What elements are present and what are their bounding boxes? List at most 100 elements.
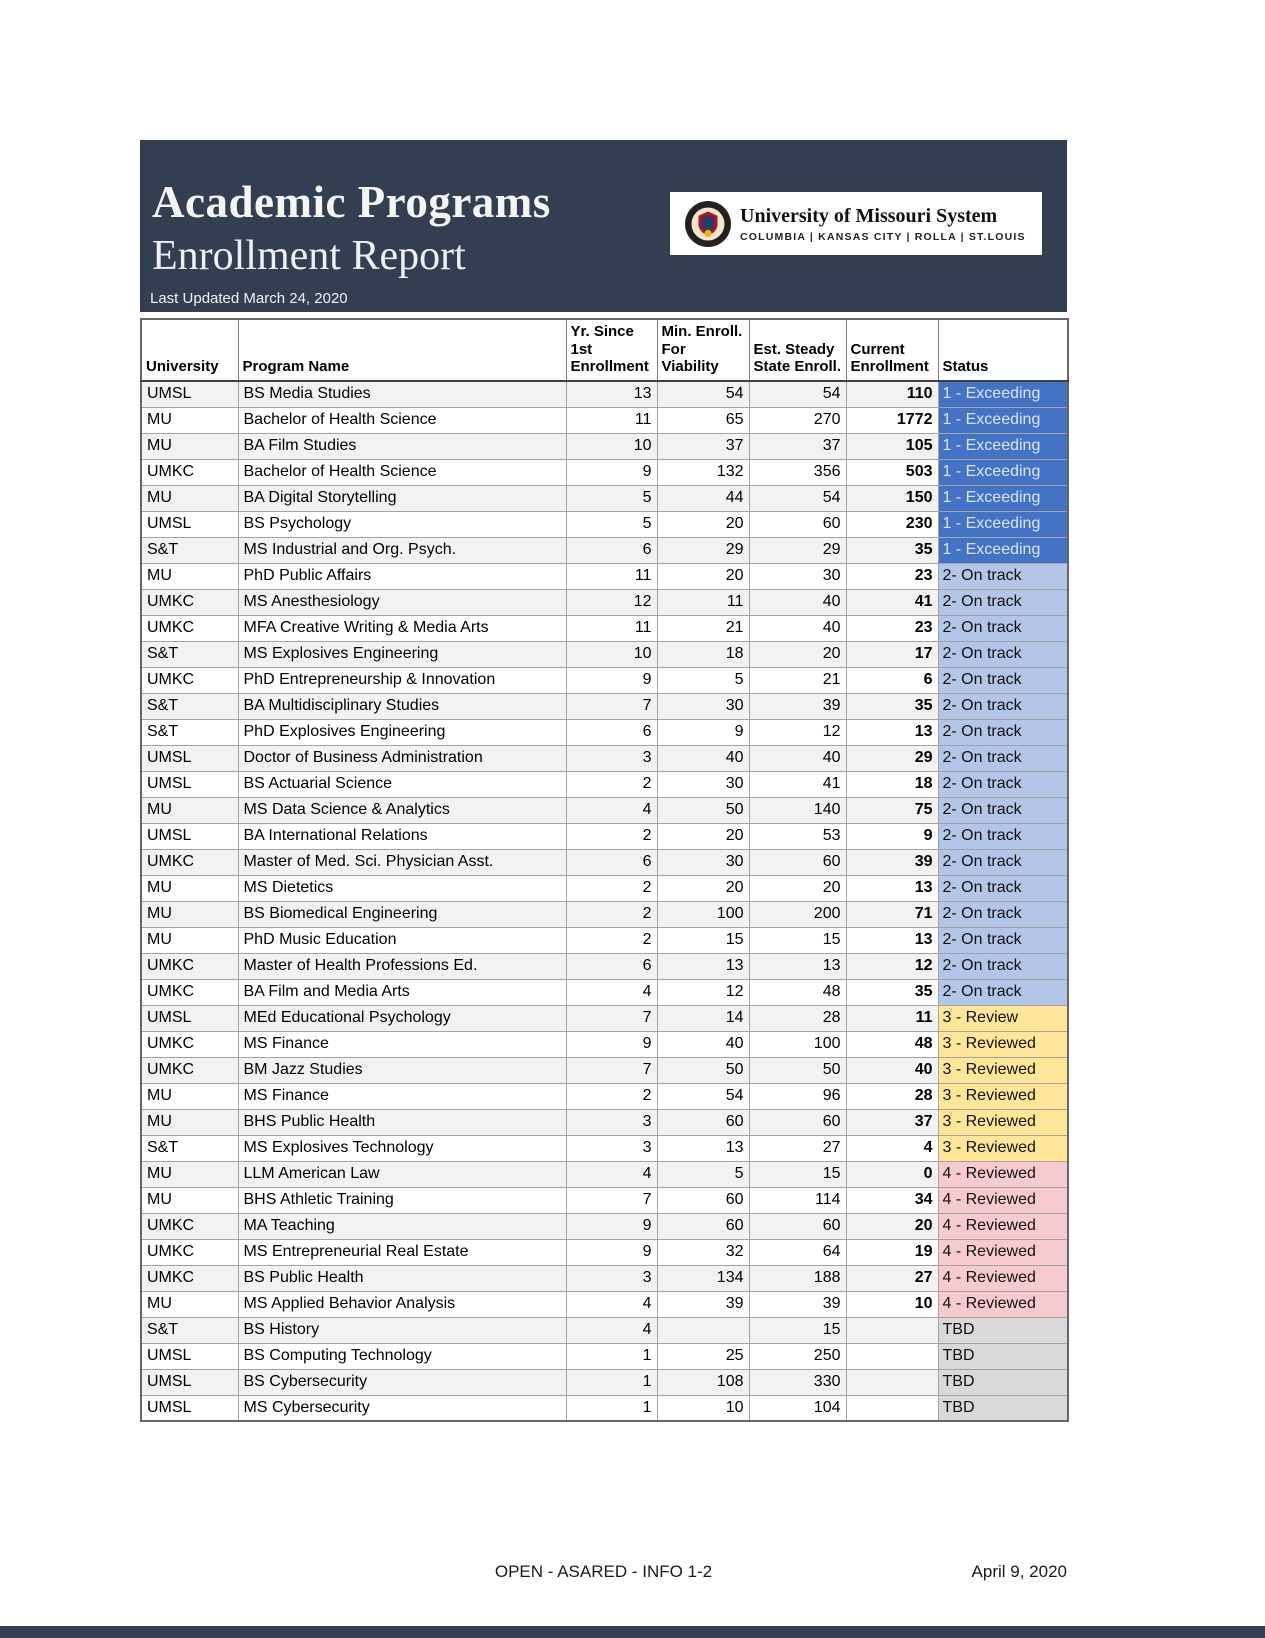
- cell-program: Bachelor of Health Science: [237, 458, 567, 486]
- page-footer: OPEN - ASARED - INFO 1-2 April 9, 2020: [140, 1562, 1067, 1586]
- cell-status: 2- On track: [937, 744, 1069, 772]
- cell-min-enroll: 12: [656, 978, 750, 1006]
- cell-university: MU: [140, 1108, 239, 1136]
- cell-steady-state: 21: [748, 666, 847, 694]
- cell-program: MS Applied Behavior Analysis: [237, 1290, 567, 1318]
- cell-min-enroll: 65: [656, 406, 750, 434]
- cell-steady-state: 29: [748, 536, 847, 564]
- cell-min-enroll: 132: [656, 458, 750, 486]
- cell-steady-state: 40: [748, 588, 847, 616]
- cell-program: MS Finance: [237, 1030, 567, 1058]
- cell-university: UMSL: [140, 1394, 239, 1422]
- enrollment-table: University Program Name Yr. Since 1st Enrol…: [140, 318, 1069, 1423]
- table-row: UMSL MS Cybersecurity 1 10 104 TBD: [140, 1394, 1069, 1422]
- cell-university: MU: [140, 796, 239, 824]
- cell-current: 150: [845, 484, 939, 512]
- cell-current: 110: [845, 380, 939, 408]
- table-row: UMKC PhD Entrepreneurship & Innovation 9 5 2…: [140, 666, 1069, 694]
- table-row: MU BA Digital Storytelling 5 44 54 150 1 - Exc…: [140, 484, 1069, 512]
- logo-text: University of Missouri System COLUMBIA |…: [740, 205, 1026, 243]
- cell-min-enroll: 11: [656, 588, 750, 616]
- cell-current: 75: [845, 796, 939, 824]
- cell-university: UMSL: [140, 770, 239, 798]
- table-row: MU LLM American Law 4 5 15 0 4 - Reviewed: [140, 1160, 1069, 1188]
- cell-university: UMKC: [140, 848, 239, 876]
- table-row: UMKC BA Film and Media Arts 4 12 48 35 2- On t…: [140, 978, 1069, 1006]
- table-row: UMKC MS Anesthesiology 12 11 40 41 2- On track: [140, 588, 1069, 616]
- cell-current: 4: [845, 1134, 939, 1162]
- cell-years: 9: [565, 1030, 658, 1058]
- cell-program: BA Multidisciplinary Studies: [237, 692, 567, 720]
- cell-status: 2- On track: [937, 562, 1069, 590]
- cell-current: 13: [845, 718, 939, 746]
- cell-status: 2- On track: [937, 848, 1069, 876]
- table-row: S&T MS Explosives Technology 3 13 27 4 3 - Rev…: [140, 1134, 1069, 1162]
- cell-current: 40: [845, 1056, 939, 1084]
- cell-steady-state: 39: [748, 692, 847, 720]
- cell-years: 2: [565, 770, 658, 798]
- cell-program: MS Industrial and Org. Psych.: [237, 536, 567, 564]
- cell-current: [845, 1316, 939, 1344]
- cell-min-enroll: 50: [656, 796, 750, 824]
- cell-min-enroll: 54: [656, 1082, 750, 1110]
- cell-university: UMKC: [140, 1212, 239, 1240]
- cell-university: MU: [140, 1082, 239, 1110]
- cell-status: 1 - Exceeding: [937, 380, 1069, 408]
- cell-steady-state: 53: [748, 822, 847, 850]
- cell-min-enroll: 30: [656, 692, 750, 720]
- column-header: Yr. Since 1st Enrollment: [565, 318, 658, 383]
- cell-program: BA International Relations: [237, 822, 567, 850]
- cell-current: 23: [845, 562, 939, 590]
- cell-years: 13: [565, 380, 658, 408]
- table-row: MU MS Applied Behavior Analysis 4 39 39 10 4 -…: [140, 1290, 1069, 1318]
- cell-min-enroll: 108: [656, 1368, 750, 1396]
- cell-status: 4 - Reviewed: [937, 1290, 1069, 1318]
- cell-university: S&T: [140, 536, 239, 564]
- table-row: UMSL BS Media Studies 13 54 54 110 1 - Exceedi…: [140, 380, 1069, 408]
- cell-program: BS Cybersecurity: [237, 1368, 567, 1396]
- table-row: S&T BA Multidisciplinary Studies 7 30 39 35 2-…: [140, 692, 1069, 720]
- cell-steady-state: 15: [748, 1316, 847, 1344]
- last-updated-text: Last Updated March 24, 2020: [150, 290, 348, 307]
- report-banner: Academic Programs Enrollment Report Last…: [140, 140, 1067, 312]
- cell-program: BHS Athletic Training: [237, 1186, 567, 1214]
- cell-university: UMKC: [140, 458, 239, 486]
- cell-years: 10: [565, 640, 658, 668]
- cell-years: 2: [565, 822, 658, 850]
- cell-status: 2- On track: [937, 822, 1069, 850]
- cell-steady-state: 48: [748, 978, 847, 1006]
- cell-university: S&T: [140, 718, 239, 746]
- cell-current: 28: [845, 1082, 939, 1110]
- cell-university: MU: [140, 406, 239, 434]
- cell-program: MEd Educational Psychology: [237, 1004, 567, 1032]
- column-header: Est. Steady State Enroll.: [748, 318, 847, 383]
- cell-current: 29: [845, 744, 939, 772]
- cell-status: 2- On track: [937, 770, 1069, 798]
- cell-current: 37: [845, 1108, 939, 1136]
- cell-program: BHS Public Health: [237, 1108, 567, 1136]
- cell-university: S&T: [140, 1134, 239, 1162]
- table-row: UMKC BM Jazz Studies 7 50 50 40 3 - Reviewed: [140, 1056, 1069, 1084]
- cell-program: LLM American Law: [237, 1160, 567, 1188]
- cell-years: 9: [565, 666, 658, 694]
- cell-program: MS Finance: [237, 1082, 567, 1110]
- cell-min-enroll: 50: [656, 1056, 750, 1084]
- cell-min-enroll: 100: [656, 900, 750, 928]
- cell-program: MS Explosives Technology: [237, 1134, 567, 1162]
- cell-steady-state: 39: [748, 1290, 847, 1318]
- cell-min-enroll: 60: [656, 1186, 750, 1214]
- cell-years: 2: [565, 874, 658, 902]
- cell-steady-state: 64: [748, 1238, 847, 1266]
- table-row: MU Bachelor of Health Science 11 65 270 1772 1…: [140, 406, 1069, 434]
- table-row: UMSL BA International Relations 2 20 53 9 2- O…: [140, 822, 1069, 850]
- cell-current: 48: [845, 1030, 939, 1058]
- cell-status: 2- On track: [937, 900, 1069, 928]
- table-row: S&T BS History 4 15 TBD: [140, 1316, 1069, 1344]
- cell-program: Master of Health Professions Ed.: [237, 952, 567, 980]
- cell-years: 1: [565, 1394, 658, 1422]
- cell-program: MA Teaching: [237, 1212, 567, 1240]
- cell-steady-state: 60: [748, 1108, 847, 1136]
- cell-current: 10: [845, 1290, 939, 1318]
- cell-status: 3 - Reviewed: [937, 1030, 1069, 1058]
